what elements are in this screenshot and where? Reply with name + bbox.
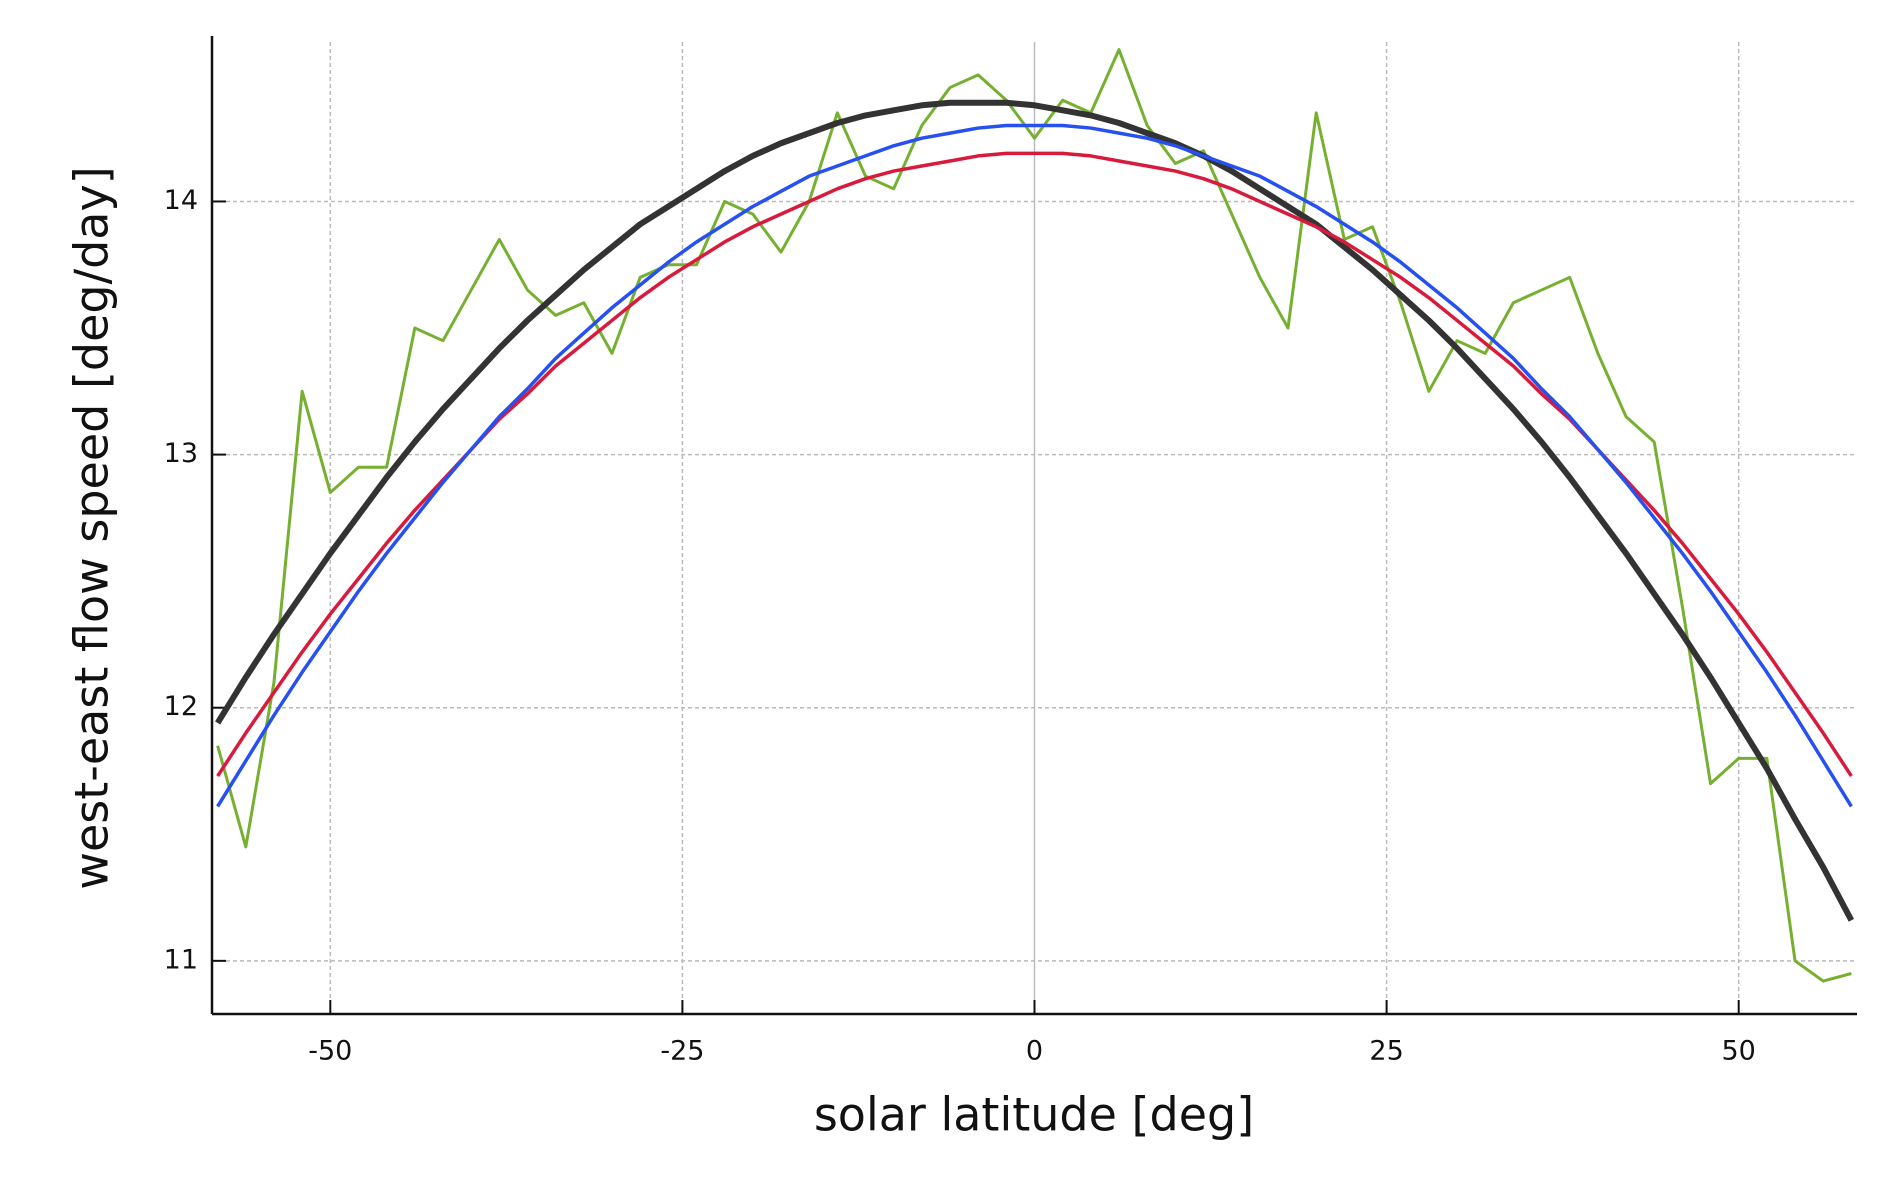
- y-tick-label: 14: [164, 185, 198, 216]
- x-tick-label: 25: [1369, 1036, 1403, 1067]
- x-tick-label: 50: [1722, 1036, 1756, 1067]
- series-line: [216, 123, 1853, 808]
- y-axis-label: west-east flow speed [deg/day]: [65, 166, 119, 889]
- y-tick-label: 13: [164, 438, 198, 469]
- x-tick-label: 0: [1026, 1036, 1043, 1067]
- y-tick-label: 12: [164, 691, 198, 722]
- series-line: [216, 48, 1852, 983]
- plot-area: [215, 48, 1855, 983]
- x-tick-label: -50: [308, 1036, 352, 1067]
- x-axis-label: solar latitude [deg]: [814, 1088, 1254, 1142]
- y-tick-label: 11: [164, 944, 198, 975]
- x-tick-label: -25: [660, 1036, 704, 1067]
- series-line: [215, 99, 1855, 922]
